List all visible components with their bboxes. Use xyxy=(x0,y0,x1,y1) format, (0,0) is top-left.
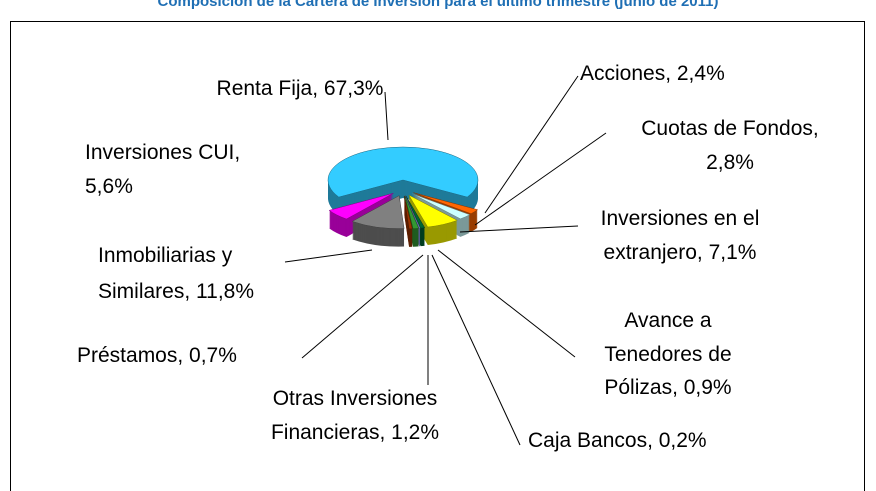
pie-slice xyxy=(408,194,458,228)
pie-slice xyxy=(413,192,479,215)
data-label: Inversiones en el xyxy=(601,207,760,230)
data-label: Renta Fija, 67,3% xyxy=(217,77,384,100)
data-label: Similares, 11,8% xyxy=(98,280,254,303)
data-label: Préstamos, 0,7% xyxy=(77,344,237,367)
data-label: extranjero, 7,1% xyxy=(604,241,757,264)
data-label: Pólizas, 0,9% xyxy=(604,376,731,399)
leader-line xyxy=(384,91,389,141)
pie-slice xyxy=(351,195,405,229)
data-label: Otras Inversiones xyxy=(273,387,438,410)
chart-frame xyxy=(10,21,865,491)
data-label: Tenedores de xyxy=(604,343,731,366)
leader-line xyxy=(431,254,521,446)
data-label: Inversiones CUI, xyxy=(85,141,240,164)
leader-line xyxy=(459,225,579,233)
pie-slice xyxy=(405,195,426,229)
data-label: Acciones, 2,4% xyxy=(580,62,725,85)
data-label: Inmobiliarias y xyxy=(98,244,233,267)
leader-line xyxy=(484,75,579,214)
pie-slice xyxy=(328,193,394,220)
data-label: Cuotas de Fondos, xyxy=(641,117,818,140)
data-label: 2,8% xyxy=(706,151,754,174)
pie-slice xyxy=(403,195,413,230)
pie-slice xyxy=(327,146,479,198)
pie-slice xyxy=(404,195,420,229)
pie-slice xyxy=(405,195,421,229)
chart-title: Composición de la Cartera de Inversión p… xyxy=(158,0,719,10)
pie-slice xyxy=(411,193,471,220)
data-label: Financieras, 1,2% xyxy=(271,421,439,444)
data-label: Avance a xyxy=(624,309,711,332)
data-label: 5,6% xyxy=(85,175,133,198)
data-label: Caja Bancos, 0,2% xyxy=(528,429,707,452)
leader-line xyxy=(301,254,424,359)
leader-line xyxy=(437,249,576,358)
leader-line xyxy=(284,249,373,263)
leader-line xyxy=(474,132,607,226)
